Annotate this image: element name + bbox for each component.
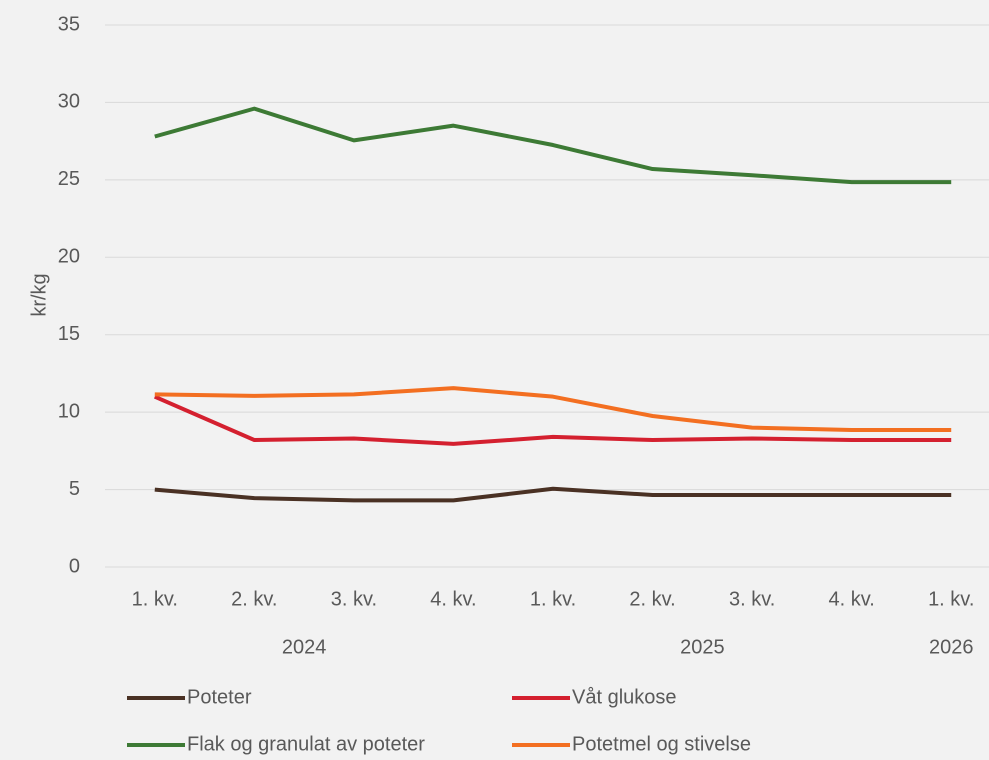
x-tick-label: 2. kv. bbox=[629, 588, 675, 610]
y-tick-label: 35 bbox=[58, 13, 80, 35]
y-tick-label: 20 bbox=[58, 246, 80, 268]
y-tick-label: 5 bbox=[69, 478, 80, 500]
legend-label: Poteter bbox=[187, 686, 252, 708]
y-tick-label: 30 bbox=[58, 91, 80, 113]
x-tick-label: 4. kv. bbox=[430, 588, 476, 610]
y-tick-label: 0 bbox=[69, 555, 80, 577]
y-axis-label: kr/kg bbox=[28, 273, 50, 316]
legend-label: Flak og granulat av poteter bbox=[187, 733, 425, 755]
series-line bbox=[153, 394, 952, 446]
x-tick-label: 1. kv. bbox=[530, 588, 576, 610]
x-tick-label: 1. kv. bbox=[928, 588, 974, 610]
legend-label: Potetmel og stivelse bbox=[572, 733, 751, 755]
y-tick-label: 10 bbox=[58, 400, 80, 422]
x-tick-label: 3. kv. bbox=[331, 588, 377, 610]
x-tick-label: 2. kv. bbox=[231, 588, 277, 610]
x-tick-label: 1. kv. bbox=[132, 588, 178, 610]
series-line bbox=[154, 386, 952, 432]
x-group-label: 2025 bbox=[680, 636, 725, 658]
series-line bbox=[154, 486, 952, 503]
x-group-label: 2024 bbox=[282, 636, 327, 658]
x-tick-label: 4. kv. bbox=[829, 588, 875, 610]
legend-label: Våt glukose bbox=[572, 686, 677, 708]
x-tick-label: 3. kv. bbox=[729, 588, 775, 610]
y-tick-label: 25 bbox=[58, 168, 80, 190]
series-line bbox=[154, 106, 952, 185]
y-tick-label: 15 bbox=[58, 323, 80, 345]
x-group-label: 2026 bbox=[929, 636, 974, 658]
